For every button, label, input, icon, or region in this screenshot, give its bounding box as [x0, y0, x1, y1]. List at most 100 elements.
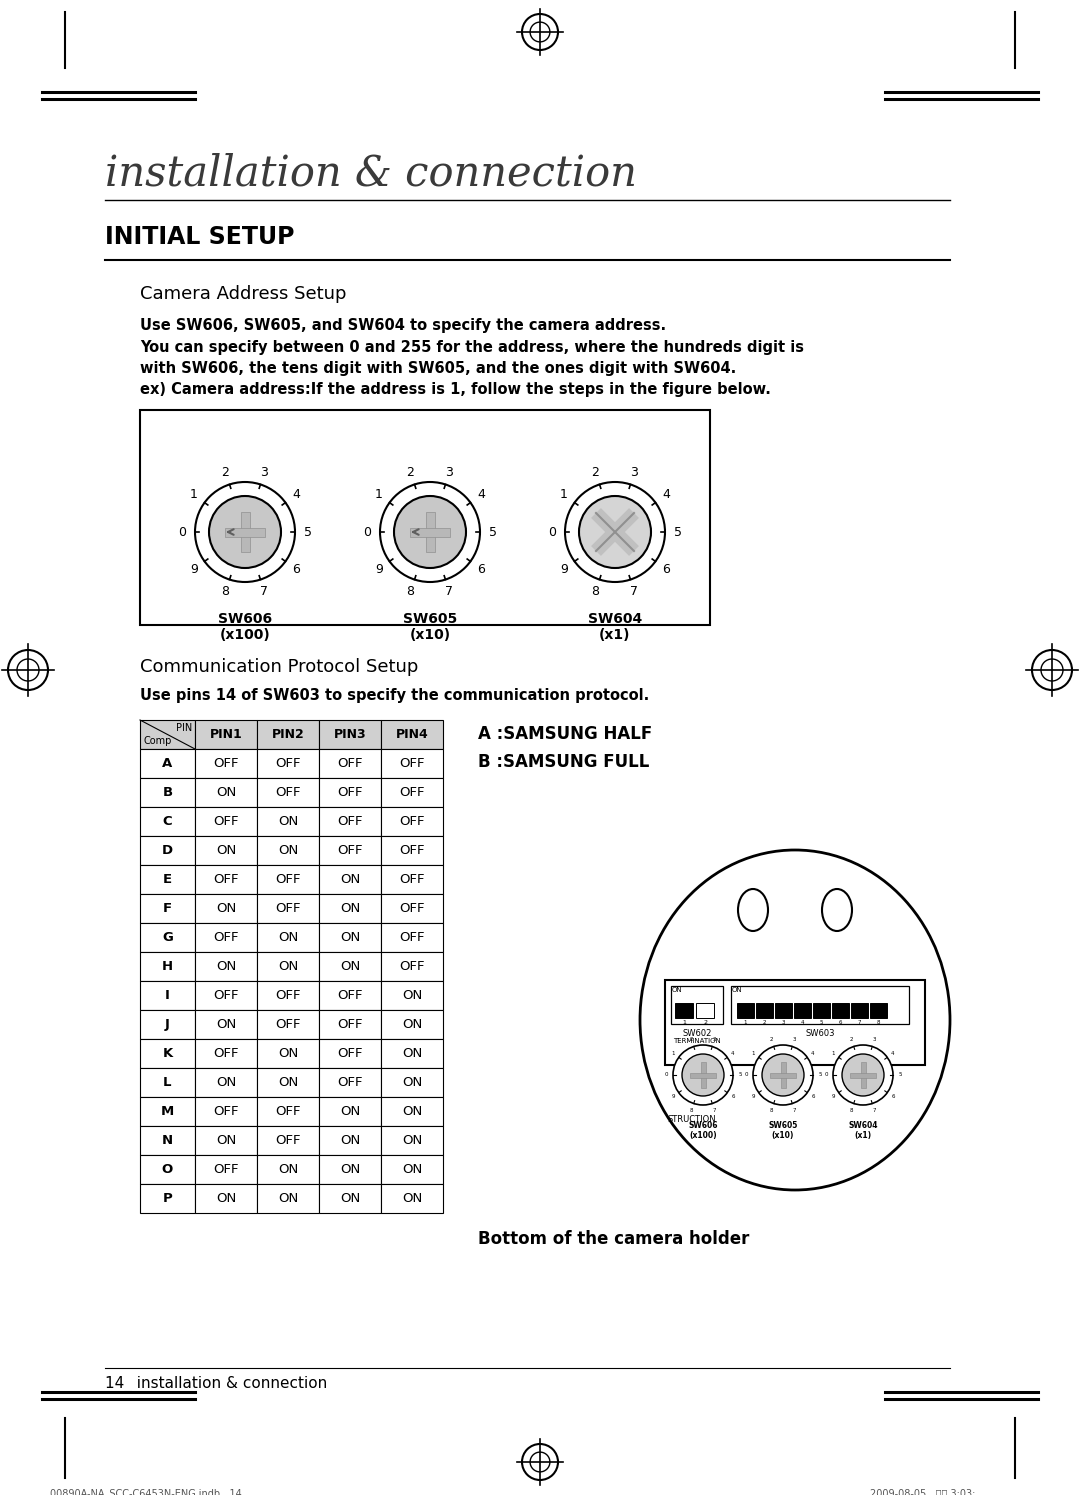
Text: C: C: [163, 815, 173, 828]
Text: You can specify between 0 and 255 for the address, where the hundreds digit is: You can specify between 0 and 255 for th…: [140, 339, 804, 354]
Text: ON: ON: [402, 1163, 422, 1177]
FancyBboxPatch shape: [140, 1067, 195, 1097]
Text: 2: 2: [406, 465, 415, 478]
Text: 5: 5: [819, 1072, 822, 1078]
Text: SW605
(x10): SW605 (x10): [403, 611, 457, 643]
Text: ON: ON: [732, 987, 743, 993]
FancyBboxPatch shape: [756, 1003, 773, 1018]
FancyBboxPatch shape: [319, 1184, 381, 1212]
FancyBboxPatch shape: [381, 749, 443, 777]
Circle shape: [195, 481, 295, 582]
Text: ex) Camera address:If the address is 1, follow the steps in the figure below.: ex) Camera address:If the address is 1, …: [140, 383, 771, 398]
FancyBboxPatch shape: [257, 807, 319, 836]
Text: STRUCTION: STRUCTION: [667, 1115, 716, 1124]
FancyBboxPatch shape: [319, 1039, 381, 1067]
Text: 0: 0: [744, 1072, 747, 1078]
FancyBboxPatch shape: [140, 981, 195, 1011]
Text: 7: 7: [858, 1020, 861, 1026]
Text: TERMINATION: TERMINATION: [673, 1038, 720, 1044]
Text: OFF: OFF: [400, 845, 424, 857]
FancyBboxPatch shape: [381, 1184, 443, 1212]
FancyBboxPatch shape: [319, 1156, 381, 1184]
Text: 1: 1: [832, 1051, 835, 1055]
Ellipse shape: [822, 890, 852, 931]
Circle shape: [380, 481, 480, 582]
FancyBboxPatch shape: [319, 777, 381, 807]
FancyBboxPatch shape: [195, 1126, 257, 1156]
Text: OFF: OFF: [213, 990, 239, 1002]
Text: PIN1: PIN1: [210, 728, 242, 742]
FancyBboxPatch shape: [381, 777, 443, 807]
FancyBboxPatch shape: [195, 1067, 257, 1097]
FancyBboxPatch shape: [675, 1003, 693, 1018]
Text: OFF: OFF: [213, 931, 239, 943]
Text: ON: ON: [278, 845, 298, 857]
Text: 6: 6: [292, 562, 300, 576]
FancyBboxPatch shape: [195, 1156, 257, 1184]
FancyBboxPatch shape: [140, 1097, 195, 1126]
Text: ON: ON: [216, 1076, 237, 1088]
Text: OFF: OFF: [337, 786, 363, 798]
Text: PIN2: PIN2: [272, 728, 305, 742]
Text: O: O: [162, 1163, 173, 1177]
FancyBboxPatch shape: [319, 749, 381, 777]
FancyBboxPatch shape: [140, 749, 195, 777]
Text: 0: 0: [824, 1072, 827, 1078]
Text: 6: 6: [662, 562, 670, 576]
Text: 7: 7: [445, 586, 454, 598]
Text: OFF: OFF: [337, 1076, 363, 1088]
Text: P: P: [163, 1192, 173, 1205]
Text: OFF: OFF: [337, 845, 363, 857]
Text: 3: 3: [782, 1020, 785, 1026]
Text: OFF: OFF: [337, 815, 363, 828]
Text: 4: 4: [800, 1020, 805, 1026]
FancyBboxPatch shape: [381, 1011, 443, 1039]
FancyBboxPatch shape: [381, 1126, 443, 1156]
FancyBboxPatch shape: [781, 1061, 785, 1088]
Text: OFF: OFF: [213, 1163, 239, 1177]
FancyBboxPatch shape: [257, 981, 319, 1011]
Text: 2: 2: [221, 465, 229, 478]
Text: B: B: [162, 786, 173, 798]
Text: 9: 9: [672, 1094, 675, 1099]
FancyBboxPatch shape: [140, 1039, 195, 1067]
Text: 1: 1: [375, 489, 383, 501]
FancyBboxPatch shape: [140, 866, 195, 894]
Ellipse shape: [640, 851, 950, 1190]
FancyBboxPatch shape: [731, 987, 909, 1024]
FancyBboxPatch shape: [257, 721, 319, 749]
Text: 4: 4: [811, 1051, 814, 1055]
Text: ON: ON: [216, 1135, 237, 1147]
Text: 2: 2: [690, 1038, 693, 1042]
FancyBboxPatch shape: [381, 922, 443, 952]
Text: PIN4: PIN4: [395, 728, 429, 742]
Text: ON: ON: [278, 931, 298, 943]
Text: Use SW606, SW605, and SW604 to specify the camera address.: Use SW606, SW605, and SW604 to specify t…: [140, 318, 666, 333]
FancyBboxPatch shape: [851, 1003, 868, 1018]
Text: L: L: [163, 1076, 172, 1088]
Text: with SW606, the tens digit with SW605, and the ones digit with SW604.: with SW606, the tens digit with SW605, a…: [140, 360, 737, 377]
Text: OFF: OFF: [400, 873, 424, 887]
FancyBboxPatch shape: [140, 952, 195, 981]
Text: OFF: OFF: [275, 756, 300, 770]
FancyBboxPatch shape: [870, 1003, 887, 1018]
Text: 9: 9: [561, 562, 568, 576]
Text: SW606
(x100): SW606 (x100): [688, 1121, 718, 1141]
Text: ON: ON: [278, 960, 298, 973]
FancyBboxPatch shape: [195, 1011, 257, 1039]
Text: 5: 5: [820, 1020, 823, 1026]
FancyBboxPatch shape: [195, 866, 257, 894]
FancyBboxPatch shape: [381, 952, 443, 981]
Text: ON: ON: [216, 1192, 237, 1205]
Text: ON: ON: [278, 1163, 298, 1177]
Text: 8: 8: [877, 1020, 880, 1026]
Text: ON: ON: [340, 873, 360, 887]
FancyBboxPatch shape: [257, 1184, 319, 1212]
Text: Use pins 14 of SW603 to specify the communication protocol.: Use pins 14 of SW603 to specify the comm…: [140, 688, 649, 703]
Text: G: G: [162, 931, 173, 943]
Text: 5: 5: [489, 526, 497, 538]
FancyBboxPatch shape: [319, 952, 381, 981]
FancyBboxPatch shape: [257, 1011, 319, 1039]
Text: 5: 5: [303, 526, 312, 538]
FancyBboxPatch shape: [701, 1061, 705, 1088]
